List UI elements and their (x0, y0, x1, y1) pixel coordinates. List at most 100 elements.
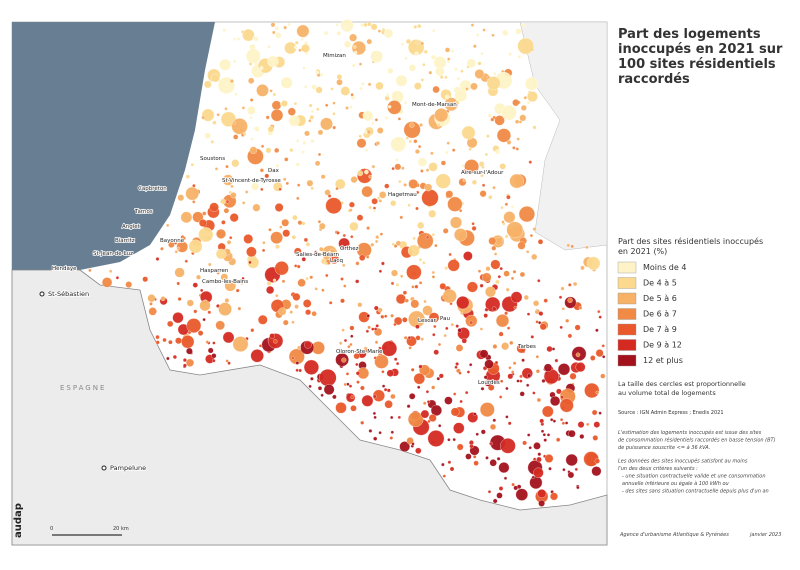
commune-circle (602, 355, 606, 359)
commune-circle (332, 112, 336, 116)
commune-circle (275, 244, 280, 250)
commune-circle (250, 137, 254, 141)
legend-label: 12 et plus (643, 356, 683, 365)
commune-circle (232, 59, 237, 64)
commune-circle (473, 460, 479, 466)
legend-label: Moins de 4 (643, 263, 686, 272)
commune-circle (368, 205, 372, 210)
commune-circle (543, 298, 548, 303)
commune-circle (358, 311, 370, 323)
commune-circle (212, 358, 216, 363)
commune-circle (540, 429, 545, 433)
commune-circle (401, 166, 405, 170)
commune-circle (447, 196, 463, 212)
commune-circle (362, 110, 374, 122)
commune-circle (181, 335, 195, 349)
commune-circle (535, 369, 540, 374)
commune-circle (490, 117, 495, 122)
commune-circle (407, 411, 424, 428)
commune-circle (595, 328, 599, 333)
commune-circle (176, 281, 180, 286)
commune-circle (248, 77, 255, 84)
commune-circle (439, 282, 447, 290)
commune-circle (518, 206, 535, 223)
legend-swatch (617, 261, 637, 274)
commune-circle (407, 244, 420, 257)
place-label: Aire-sur-l'Adour (461, 170, 504, 176)
commune-circle (517, 37, 534, 55)
commune-circle (343, 25, 348, 30)
commune-circle (174, 250, 178, 254)
commune-circle (579, 434, 585, 439)
commune-circle (521, 367, 533, 379)
commune-circle (590, 355, 596, 361)
commune-circle (391, 166, 395, 171)
commune-circle (497, 275, 501, 279)
commune-circle (364, 148, 369, 152)
commune-circle (142, 276, 149, 283)
commune-circle (498, 331, 504, 337)
commune-circle (508, 52, 513, 56)
commune-circle (494, 149, 501, 155)
commune-circle (259, 168, 264, 173)
commune-circle (503, 476, 508, 480)
commune-circle (417, 24, 422, 29)
commune-circle (440, 160, 446, 166)
commune-circle (115, 276, 120, 280)
commune-circle (500, 438, 516, 454)
place-label: Biarritz (115, 238, 135, 244)
commune-circle (378, 269, 383, 273)
commune-circle (455, 324, 459, 328)
commune-circle (412, 236, 416, 241)
commune-circle (188, 239, 203, 254)
commune-circle (417, 157, 427, 167)
commune-circle (186, 347, 193, 355)
commune-circle (267, 126, 275, 133)
commune-circle (218, 302, 232, 316)
commune-circle (212, 120, 217, 125)
commune-circle (372, 394, 377, 399)
commune-circle (361, 185, 373, 198)
commune-circle (397, 415, 401, 420)
commune-circle (384, 314, 388, 318)
commune-circle (600, 373, 606, 379)
commune-circle (515, 28, 522, 35)
commune-circle (430, 404, 442, 416)
commune-circle (502, 29, 509, 36)
commune-circle (266, 285, 275, 295)
commune-circle (390, 281, 395, 286)
commune-circle (402, 317, 408, 323)
commune-circle (314, 287, 318, 291)
commune-circle (479, 349, 489, 359)
commune-circle (461, 164, 465, 168)
commune-circle (225, 199, 230, 204)
commune-circle (355, 279, 360, 284)
commune-circle (428, 162, 438, 172)
commune-circle (228, 190, 232, 194)
commune-circle (430, 151, 434, 156)
commune-circle (347, 345, 351, 349)
commune-circle (249, 98, 254, 102)
commune-circle (436, 123, 441, 127)
commune-circle (378, 199, 383, 203)
commune-circle (192, 183, 196, 188)
commune-circle (505, 415, 509, 419)
commune-circle (287, 22, 291, 27)
commune-circle (558, 295, 563, 299)
commune-circle (420, 409, 430, 419)
commune-circle (515, 147, 519, 151)
commune-circle (323, 384, 335, 395)
legend-label: De 7 à 9 (643, 325, 677, 334)
commune-circle (366, 129, 371, 135)
place-label: St-Vincent-de-Tyrosse (222, 178, 281, 184)
commune-circle (368, 429, 373, 433)
commune-circle (377, 196, 381, 200)
commune-circle (480, 51, 484, 56)
ocean (12, 22, 215, 270)
commune-circle (565, 453, 578, 467)
commune-circle (302, 140, 307, 145)
place-label: Bayonne (160, 238, 185, 244)
commune-circle (274, 203, 284, 212)
commune-circle (219, 58, 231, 71)
commune-circle (483, 375, 488, 380)
